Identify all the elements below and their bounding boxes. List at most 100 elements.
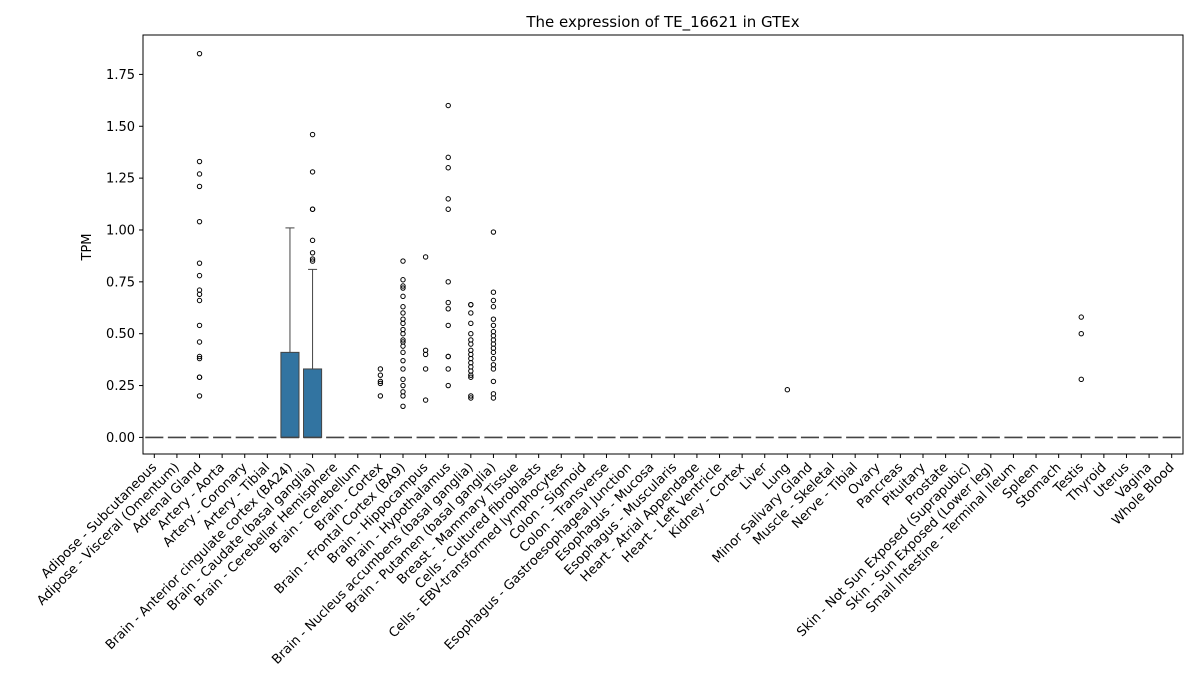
y-tick-label: 0.50 <box>106 327 135 342</box>
outlier-point <box>377 372 384 378</box>
outlier-point <box>422 351 429 358</box>
outlier-point <box>400 320 406 327</box>
outlier-point <box>196 374 203 380</box>
outlier-point <box>196 393 203 399</box>
outlier-point <box>196 260 203 266</box>
outlier-point <box>309 237 316 244</box>
plot-area <box>145 50 1181 439</box>
chart-title: The expression of TE_16621 in GTEx <box>525 13 799 32</box>
outlier-point <box>468 372 474 378</box>
outlier-point <box>490 395 497 401</box>
outlier-point <box>196 291 203 297</box>
outlier-point <box>490 304 497 310</box>
outlier-point <box>400 366 406 372</box>
outlier-point <box>784 386 791 393</box>
outlier-point <box>196 322 203 329</box>
outlier-point <box>490 349 497 356</box>
outlier-point <box>400 357 406 364</box>
y-tick-label: 1.25 <box>106 172 135 187</box>
outlier-point <box>490 378 497 385</box>
outlier-point <box>377 366 384 372</box>
outlier-point <box>490 289 497 295</box>
outlier-point <box>445 382 451 389</box>
outlier-point <box>1078 314 1084 320</box>
outlier-point <box>400 293 406 300</box>
outlier-point <box>309 131 316 138</box>
outlier-point <box>468 393 474 399</box>
outlier-point <box>196 297 203 304</box>
outlier-point <box>196 183 203 190</box>
outlier-point <box>400 343 406 349</box>
outlier-point <box>490 297 497 304</box>
outlier-point <box>1078 330 1084 337</box>
outlier-point <box>445 279 451 285</box>
box-iqr <box>280 351 300 438</box>
y-axis-label: TPM <box>80 234 95 262</box>
outlier-point <box>400 310 406 316</box>
outlier-point <box>309 169 316 175</box>
outlier-point <box>377 393 384 399</box>
outlier-point <box>400 304 406 310</box>
outlier-point <box>196 218 203 225</box>
plot-frame <box>142 34 1184 455</box>
outlier-point <box>468 395 474 401</box>
outlier-point <box>400 349 406 356</box>
outlier-point <box>445 299 451 306</box>
outlier-point <box>400 382 406 389</box>
y-tick-label: 1.75 <box>106 68 135 83</box>
outlier-point <box>309 206 316 212</box>
outlier-point <box>1078 376 1084 383</box>
outlier-point <box>468 310 474 316</box>
outlier-point <box>196 339 203 345</box>
outlier-point <box>490 366 497 372</box>
outlier-point <box>400 393 406 399</box>
outlier-point <box>490 316 497 322</box>
y-tick-label: 1.00 <box>106 223 135 238</box>
outlier-point <box>445 322 451 329</box>
outlier-point <box>196 50 203 57</box>
outlier-point <box>445 206 451 212</box>
outlier-point <box>377 378 384 385</box>
outlier-point <box>422 397 429 403</box>
outlier-point <box>309 256 316 262</box>
outlier-point <box>490 322 497 329</box>
outlier-point <box>196 355 203 362</box>
outlier-point <box>468 320 474 327</box>
y-tick-label: 0.75 <box>106 275 135 290</box>
outlier-point <box>468 374 474 380</box>
outlier-point <box>445 102 451 109</box>
outlier-point <box>445 196 451 202</box>
outlier-point <box>468 301 474 308</box>
y-tick-label: 1.50 <box>106 120 135 135</box>
outlier-point <box>400 277 406 283</box>
outlier-point <box>445 366 451 372</box>
box-iqr <box>303 368 323 438</box>
y-tick-label: 0.25 <box>106 379 135 394</box>
outlier-point <box>309 258 316 264</box>
outlier-point <box>468 330 474 337</box>
outlier-point <box>445 165 451 171</box>
outlier-point <box>422 254 429 260</box>
outlier-point <box>490 229 497 235</box>
outlier-point <box>490 355 497 362</box>
outlier-point <box>445 154 451 161</box>
outlier-point <box>400 330 406 337</box>
y-axis: 0.00 0.25 0.50 0.75 1.00 1.25 1.50 1.75 <box>106 68 143 446</box>
outlier-point <box>422 366 429 372</box>
outlier-point <box>309 250 316 256</box>
outlier-point <box>196 158 203 165</box>
outlier-point <box>400 403 406 409</box>
outlier-point <box>400 285 406 291</box>
outlier-point <box>445 306 451 312</box>
outlier-point <box>400 258 406 264</box>
outlier-point <box>445 353 451 360</box>
outlier-point <box>196 272 203 279</box>
outlier-point <box>196 353 203 360</box>
outlier-point <box>377 380 384 387</box>
outlier-point <box>400 283 406 289</box>
outlier-point <box>468 341 474 347</box>
outlier-point <box>400 337 406 343</box>
outlier-point <box>400 376 406 383</box>
